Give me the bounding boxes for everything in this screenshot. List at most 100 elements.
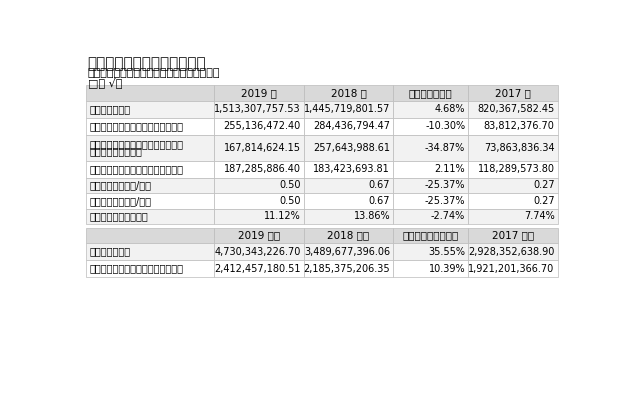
Text: 35.55%: 35.55% xyxy=(428,247,465,257)
Text: 10.39%: 10.39% xyxy=(429,264,465,274)
Text: 2019 年: 2019 年 xyxy=(241,88,277,98)
Text: 五、主要会计数据和财务指标: 五、主要会计数据和财务指标 xyxy=(88,56,206,71)
Bar xyxy=(304,193,394,208)
Bar xyxy=(214,208,304,224)
Text: 2017 年末: 2017 年末 xyxy=(492,230,534,240)
Text: 资产总额（元）: 资产总额（元） xyxy=(90,247,131,257)
Text: 183,423,693.81: 183,423,693.81 xyxy=(314,164,390,174)
Text: 2,928,352,638.90: 2,928,352,638.90 xyxy=(468,247,555,257)
Bar xyxy=(468,85,557,101)
Text: 0.27: 0.27 xyxy=(533,196,555,206)
Bar xyxy=(394,101,468,118)
Bar xyxy=(304,135,394,161)
Bar xyxy=(468,260,557,277)
Bar xyxy=(214,85,304,101)
Text: -34.87%: -34.87% xyxy=(425,143,465,153)
Text: 归属于上市公司股东的净资产（元）: 归属于上市公司股东的净资产（元） xyxy=(90,264,183,274)
Bar xyxy=(86,85,214,101)
Text: 损益的净利润（元）: 损益的净利润（元） xyxy=(90,146,142,156)
Bar xyxy=(86,178,214,193)
Bar xyxy=(304,260,394,277)
Bar xyxy=(468,178,557,193)
Bar xyxy=(468,135,557,161)
Bar xyxy=(86,161,214,178)
Text: -25.37%: -25.37% xyxy=(425,196,465,206)
Text: 2018 年末: 2018 年末 xyxy=(328,230,370,240)
Bar xyxy=(86,101,214,118)
Text: 257,643,988.61: 257,643,988.61 xyxy=(313,143,390,153)
Text: 3,489,677,396.06: 3,489,677,396.06 xyxy=(304,247,390,257)
Bar xyxy=(86,193,214,208)
Bar xyxy=(86,135,214,161)
Bar xyxy=(304,228,394,243)
Bar xyxy=(468,228,557,243)
Text: -25.37%: -25.37% xyxy=(425,181,465,191)
Text: 0.27: 0.27 xyxy=(533,181,555,191)
Bar xyxy=(394,228,468,243)
Text: 118,289,573.80: 118,289,573.80 xyxy=(477,164,555,174)
Bar xyxy=(394,193,468,208)
Bar xyxy=(468,193,557,208)
Text: 2,185,375,206.35: 2,185,375,206.35 xyxy=(303,264,390,274)
Bar xyxy=(394,243,468,260)
Text: 255,136,472.40: 255,136,472.40 xyxy=(223,121,301,131)
Text: 营业收入（元）: 营业收入（元） xyxy=(90,104,131,114)
Text: 本年末比上年末增减: 本年末比上年末增减 xyxy=(403,230,459,240)
Text: 284,436,794.47: 284,436,794.47 xyxy=(313,121,390,131)
Bar xyxy=(394,135,468,161)
Text: 0.50: 0.50 xyxy=(279,196,301,206)
Text: 11.12%: 11.12% xyxy=(264,211,301,221)
Text: 7.74%: 7.74% xyxy=(524,211,555,221)
Text: 经营活动产生的现金流量净额（元）: 经营活动产生的现金流量净额（元） xyxy=(90,164,183,174)
Bar xyxy=(304,85,394,101)
Bar xyxy=(214,118,304,135)
Bar xyxy=(468,161,557,178)
Text: 稀释每股收益（元/股）: 稀释每股收益（元/股） xyxy=(90,196,151,206)
Text: 1,445,719,801.57: 1,445,719,801.57 xyxy=(304,104,390,114)
Text: -10.30%: -10.30% xyxy=(425,121,465,131)
Text: 820,367,582.45: 820,367,582.45 xyxy=(477,104,555,114)
Bar xyxy=(214,243,304,260)
Bar xyxy=(468,208,557,224)
Text: 2,412,457,180.51: 2,412,457,180.51 xyxy=(214,264,301,274)
Bar xyxy=(86,208,214,224)
Bar xyxy=(468,243,557,260)
Text: □是 √否: □是 √否 xyxy=(88,77,122,88)
Text: 基本每股收益（元/股）: 基本每股收益（元/股） xyxy=(90,181,151,191)
Text: 公司是否需追溯调整或重述以前年度会计数据: 公司是否需追溯调整或重述以前年度会计数据 xyxy=(88,68,220,78)
Text: 73,863,836.34: 73,863,836.34 xyxy=(484,143,555,153)
Bar xyxy=(394,208,468,224)
Text: 归属于上市公司股东的净利润（元）: 归属于上市公司股东的净利润（元） xyxy=(90,121,183,131)
Bar xyxy=(394,161,468,178)
Text: 2019 年末: 2019 年末 xyxy=(238,230,280,240)
Text: 13.86%: 13.86% xyxy=(353,211,390,221)
Bar xyxy=(304,208,394,224)
Bar xyxy=(394,85,468,101)
Text: 0.67: 0.67 xyxy=(369,196,390,206)
Text: 1,513,307,757.53: 1,513,307,757.53 xyxy=(214,104,301,114)
Bar xyxy=(86,228,214,243)
Bar xyxy=(468,118,557,135)
Text: 1,921,201,366.70: 1,921,201,366.70 xyxy=(468,264,555,274)
Bar xyxy=(214,260,304,277)
Bar xyxy=(214,178,304,193)
Bar xyxy=(214,101,304,118)
Text: 187,285,886.40: 187,285,886.40 xyxy=(224,164,301,174)
Bar xyxy=(214,161,304,178)
Bar xyxy=(304,118,394,135)
Text: 167,814,624.15: 167,814,624.15 xyxy=(224,143,301,153)
Text: 4,730,343,226.70: 4,730,343,226.70 xyxy=(214,247,301,257)
Text: 2017 年: 2017 年 xyxy=(495,88,531,98)
Text: 本年比上年增减: 本年比上年增减 xyxy=(409,88,452,98)
Text: 4.68%: 4.68% xyxy=(435,104,465,114)
Bar xyxy=(394,260,468,277)
Text: 加权平均净资产收益率: 加权平均净资产收益率 xyxy=(90,211,148,221)
Bar xyxy=(304,161,394,178)
Bar xyxy=(468,101,557,118)
Text: 2018 年: 2018 年 xyxy=(331,88,367,98)
Bar xyxy=(214,193,304,208)
Bar xyxy=(394,178,468,193)
Bar xyxy=(304,101,394,118)
Bar xyxy=(86,260,214,277)
Text: -2.74%: -2.74% xyxy=(431,211,465,221)
